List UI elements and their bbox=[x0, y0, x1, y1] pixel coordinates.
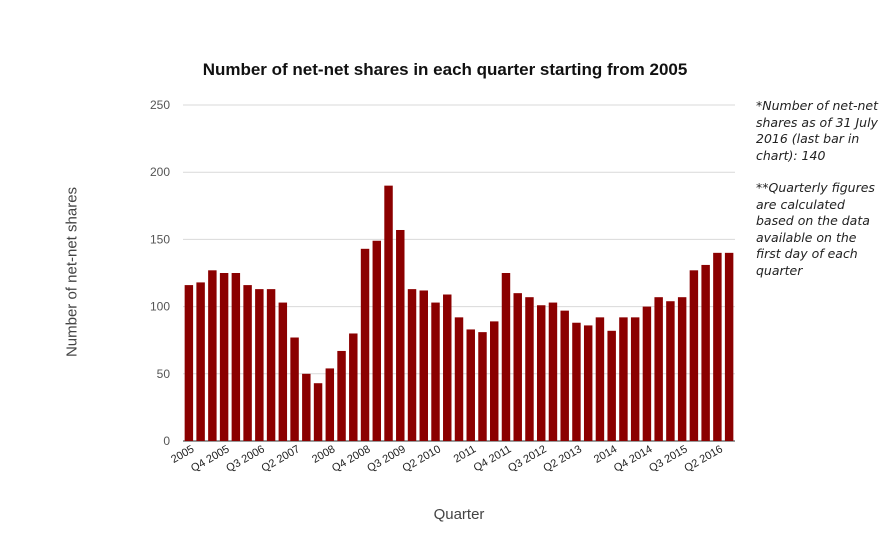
bar bbox=[560, 310, 569, 441]
bar bbox=[689, 270, 699, 441]
x-tick-label: Q4 2005 bbox=[189, 443, 232, 474]
bar bbox=[501, 273, 511, 441]
bar bbox=[619, 317, 628, 441]
bar bbox=[666, 301, 675, 441]
bar bbox=[595, 317, 605, 441]
x-axis-label: Quarter bbox=[433, 506, 485, 523]
bar bbox=[454, 317, 464, 441]
bar bbox=[372, 240, 382, 441]
bar bbox=[384, 185, 393, 441]
x-tick-label: Q2 2007 bbox=[260, 443, 303, 474]
y-tick-label: 200 bbox=[150, 165, 170, 179]
x-tick-label: Q4 2008 bbox=[330, 443, 373, 474]
bar bbox=[302, 373, 311, 441]
y-tick-label: 250 bbox=[150, 98, 170, 112]
x-tick-label: Q2 2016 bbox=[682, 443, 725, 474]
bar bbox=[713, 252, 722, 441]
chart-notes: *Number of net-net shares as of 31 July … bbox=[756, 98, 881, 295]
x-tick-label: Q3 2012 bbox=[506, 443, 549, 474]
bar bbox=[290, 337, 299, 441]
note-quarterly: **Quarterly figures are calculated based… bbox=[756, 180, 875, 278]
y-tick-label: 100 bbox=[150, 300, 170, 314]
bar bbox=[525, 297, 534, 441]
bar bbox=[196, 282, 205, 441]
bar bbox=[360, 248, 370, 441]
bar bbox=[490, 321, 499, 441]
bar bbox=[548, 302, 558, 441]
bar bbox=[478, 332, 487, 441]
bar bbox=[572, 322, 581, 441]
bar bbox=[243, 285, 252, 441]
bar bbox=[677, 297, 687, 441]
x-tick-label: Q3 2009 bbox=[365, 443, 408, 474]
bar bbox=[724, 252, 734, 441]
bar bbox=[607, 330, 616, 441]
bar bbox=[337, 350, 346, 441]
bar bbox=[278, 302, 288, 441]
bar bbox=[443, 294, 452, 441]
y-tick-label: 50 bbox=[157, 367, 171, 381]
y-tick-label: 0 bbox=[163, 434, 170, 448]
bar bbox=[325, 368, 335, 441]
y-tick-labels: 0 50 100 150 200 250 bbox=[150, 98, 170, 448]
bars bbox=[184, 185, 734, 441]
x-tick-label: Q2 2013 bbox=[541, 443, 584, 474]
bar bbox=[642, 306, 652, 441]
x-tick-label: Q3 2015 bbox=[647, 443, 690, 474]
x-tick-label: Q2 2010 bbox=[400, 443, 443, 474]
bar bbox=[313, 383, 323, 441]
bar bbox=[513, 293, 522, 441]
bar bbox=[349, 333, 358, 441]
bar bbox=[466, 329, 475, 441]
x-tick-label: Q3 2006 bbox=[224, 443, 267, 474]
bar bbox=[630, 317, 640, 441]
bar bbox=[219, 273, 229, 441]
bar bbox=[396, 229, 405, 441]
bar bbox=[266, 289, 276, 441]
bar bbox=[231, 273, 241, 441]
chart-title: Number of net-net shares in each quarter… bbox=[202, 60, 688, 79]
bar bbox=[419, 290, 428, 441]
y-axis-label: Number of net-net shares bbox=[63, 186, 81, 358]
bar bbox=[255, 289, 264, 441]
bar bbox=[536, 305, 546, 441]
bar bbox=[701, 264, 710, 441]
bar bbox=[654, 297, 663, 441]
x-tick-label: Q4 2011 bbox=[472, 443, 514, 474]
bar bbox=[583, 325, 593, 441]
bar bbox=[407, 289, 417, 441]
note-last-bar: *Number of net-net shares as of 31 July … bbox=[756, 98, 878, 163]
x-tick-label: Q4 2014 bbox=[612, 443, 655, 474]
y-tick-label: 150 bbox=[150, 232, 170, 246]
bar bbox=[208, 270, 217, 441]
bar bbox=[431, 302, 440, 441]
bar bbox=[184, 285, 194, 441]
